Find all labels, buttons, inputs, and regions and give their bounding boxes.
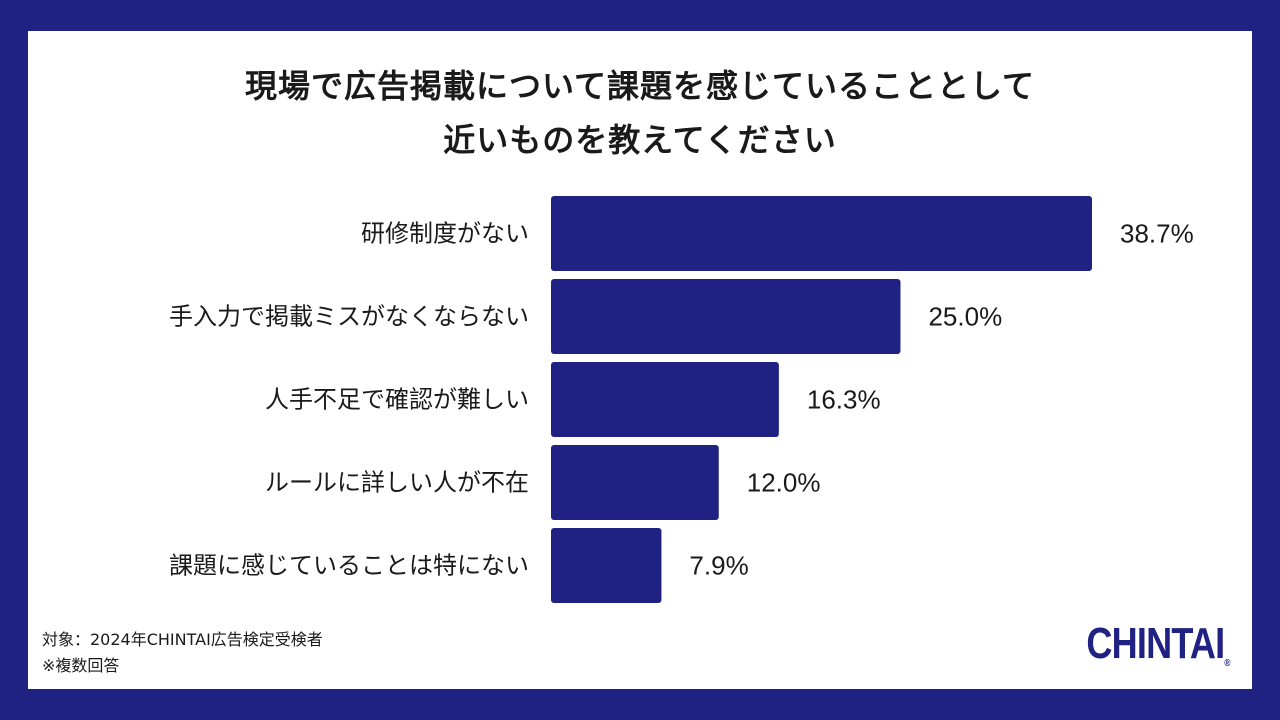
- value-label-3: 12.0%: [747, 468, 821, 498]
- bar-1: [551, 279, 901, 354]
- bar-2: [551, 362, 779, 437]
- chart-title-line-1: 現場で広告掲載について課題を感じていることとして: [244, 67, 1036, 105]
- category-label-3: ルールに詳しい人が不在: [265, 469, 529, 497]
- footnote-note: ※複数回答: [42, 656, 120, 675]
- value-label-0: 38.7%: [1120, 219, 1194, 249]
- bar-4: [551, 528, 662, 603]
- category-label-1: 手入力で掲載ミスがなくならない: [169, 303, 529, 331]
- footnote: 対象：2024年CHINTAI広告検定受検者 ※複数回答: [42, 627, 323, 679]
- logo-text: CHINTAI: [1086, 619, 1226, 668]
- value-label-1: 25.0%: [928, 302, 1002, 332]
- value-label-2: 16.3%: [807, 385, 881, 415]
- chart-title: 現場で広告掲載について課題を感じていることとして 近いものを教えてください: [28, 59, 1252, 167]
- bar-0: [551, 196, 1092, 271]
- chart-title-line-2: 近いものを教えてください: [443, 121, 837, 159]
- bar-chart: 研修制度がない 38.7% 手入力で掲載ミスがなくならない 25.0% 人手不足で確認が…: [169, 196, 1194, 603]
- chart-card: 現場で広告掲載について課題を感じていることとして 近いものを教えてください 研修…: [28, 31, 1252, 689]
- bar-3: [551, 445, 719, 520]
- value-label-4: 7.9%: [689, 551, 748, 581]
- category-label-2: 人手不足で確認が難しい: [265, 386, 529, 414]
- category-label-4: 課題に感じていることは特にない: [169, 552, 529, 580]
- footnote-target: 対象：2024年CHINTAI広告検定受検者: [42, 630, 323, 649]
- chintai-logo: CHINTAI®: [1086, 619, 1231, 669]
- category-label-0: 研修制度がない: [361, 220, 529, 248]
